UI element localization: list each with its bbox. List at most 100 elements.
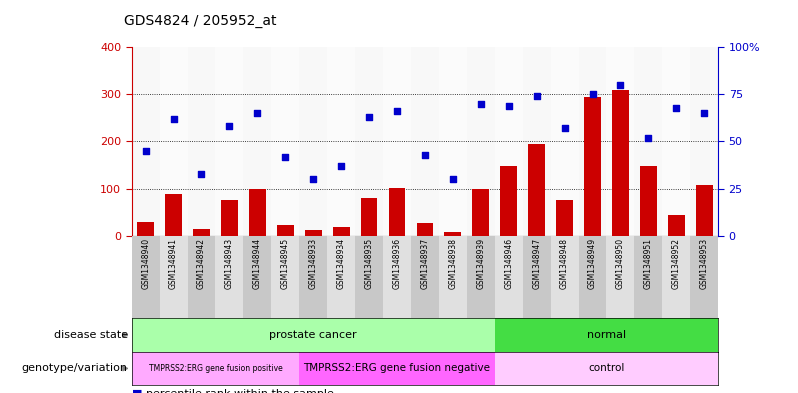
- Point: [642, 134, 654, 141]
- Bar: [333, 227, 350, 236]
- Bar: [584, 97, 601, 236]
- Text: GSM1348944: GSM1348944: [253, 238, 262, 289]
- Bar: [690, 236, 718, 318]
- Point: [418, 152, 431, 158]
- Text: GSM1348951: GSM1348951: [644, 238, 653, 289]
- Point: [168, 116, 180, 122]
- Bar: [160, 236, 188, 318]
- Bar: [327, 236, 355, 318]
- Bar: [523, 236, 551, 318]
- Bar: [556, 200, 573, 236]
- Text: GSM1348947: GSM1348947: [532, 238, 541, 289]
- Bar: [640, 166, 657, 236]
- Bar: [193, 229, 210, 236]
- Text: GSM1348935: GSM1348935: [365, 238, 373, 289]
- Point: [251, 110, 263, 116]
- Bar: [690, 47, 718, 236]
- Bar: [299, 47, 327, 236]
- Bar: [132, 236, 160, 318]
- Text: GSM1348934: GSM1348934: [337, 238, 346, 289]
- Text: GSM1348953: GSM1348953: [700, 238, 709, 289]
- Bar: [188, 47, 215, 236]
- Bar: [612, 90, 629, 236]
- Point: [558, 125, 571, 131]
- Bar: [188, 236, 215, 318]
- Bar: [215, 47, 243, 236]
- Text: normal: normal: [587, 330, 626, 340]
- Bar: [495, 352, 718, 385]
- Bar: [327, 47, 355, 236]
- Bar: [277, 226, 294, 236]
- Bar: [439, 236, 467, 318]
- Point: [195, 171, 207, 177]
- Bar: [361, 198, 377, 236]
- Text: GSM1348948: GSM1348948: [560, 238, 569, 289]
- Bar: [551, 47, 579, 236]
- Text: GSM1348949: GSM1348949: [588, 238, 597, 289]
- Bar: [299, 352, 495, 385]
- Bar: [495, 318, 718, 352]
- Point: [586, 91, 598, 97]
- Text: percentile rank within the sample: percentile rank within the sample: [146, 389, 334, 393]
- Point: [530, 93, 543, 99]
- Bar: [551, 236, 579, 318]
- Bar: [411, 236, 439, 318]
- Bar: [271, 47, 299, 236]
- Text: control: control: [588, 364, 625, 373]
- Point: [503, 103, 516, 109]
- Bar: [215, 236, 243, 318]
- Text: GSM1348936: GSM1348936: [393, 238, 401, 289]
- Text: ■: ■: [132, 389, 142, 393]
- Bar: [467, 47, 495, 236]
- Text: genotype/variation: genotype/variation: [22, 364, 128, 373]
- Bar: [606, 236, 634, 318]
- Point: [447, 176, 460, 182]
- Point: [614, 82, 626, 88]
- Text: prostate cancer: prostate cancer: [270, 330, 357, 340]
- Text: GSM1348952: GSM1348952: [672, 238, 681, 289]
- Bar: [439, 47, 467, 236]
- Point: [390, 108, 403, 114]
- Text: GSM1348938: GSM1348938: [448, 238, 457, 289]
- Point: [279, 153, 291, 160]
- Bar: [132, 47, 160, 236]
- Point: [140, 148, 152, 154]
- Text: GSM1348942: GSM1348942: [197, 238, 206, 289]
- Point: [697, 110, 710, 116]
- Bar: [606, 47, 634, 236]
- Bar: [137, 222, 154, 236]
- Bar: [383, 236, 411, 318]
- Bar: [271, 236, 299, 318]
- Point: [223, 123, 236, 130]
- Bar: [668, 215, 685, 236]
- Bar: [411, 47, 439, 236]
- Text: GSM1348945: GSM1348945: [281, 238, 290, 289]
- Point: [334, 163, 347, 169]
- Bar: [243, 47, 271, 236]
- Bar: [132, 352, 299, 385]
- Text: TMPRSS2:ERG gene fusion negative: TMPRSS2:ERG gene fusion negative: [303, 364, 491, 373]
- Bar: [467, 236, 495, 318]
- Bar: [662, 236, 690, 318]
- Bar: [132, 318, 495, 352]
- Bar: [355, 47, 383, 236]
- Text: GSM1348940: GSM1348940: [141, 238, 150, 289]
- Bar: [528, 144, 545, 236]
- Bar: [383, 47, 411, 236]
- Bar: [165, 194, 182, 236]
- Point: [306, 176, 319, 182]
- Bar: [249, 189, 266, 236]
- Bar: [495, 236, 523, 318]
- Bar: [299, 236, 327, 318]
- Text: GSM1348933: GSM1348933: [309, 238, 318, 289]
- Point: [474, 101, 487, 107]
- Bar: [500, 166, 517, 236]
- Bar: [523, 47, 551, 236]
- Bar: [579, 236, 606, 318]
- Bar: [634, 236, 662, 318]
- Text: GSM1348937: GSM1348937: [421, 238, 429, 289]
- Text: GSM1348943: GSM1348943: [225, 238, 234, 289]
- Bar: [696, 185, 713, 236]
- Text: GSM1348950: GSM1348950: [616, 238, 625, 289]
- Bar: [305, 230, 322, 236]
